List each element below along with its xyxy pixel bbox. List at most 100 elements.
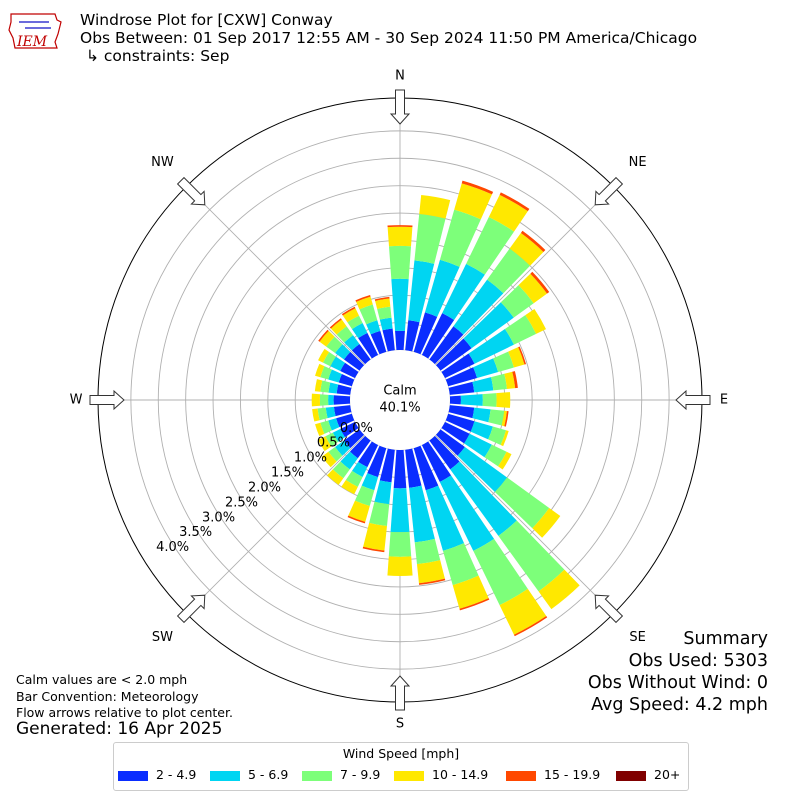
direction-arrow [594, 176, 624, 206]
direction-arrow [594, 594, 624, 624]
windrose-bar-segment [464, 433, 492, 458]
windrose-bar-segment [367, 445, 387, 478]
windrose-bar-segment [498, 520, 565, 592]
compass-label-n: N [395, 69, 405, 84]
windrose-bar-segment [472, 377, 494, 393]
legend-swatch [118, 770, 148, 781]
windrose-bar-segment [504, 315, 537, 345]
legend: Wind Speed [mph] 2 - 4.9 5 - 6.9 7 - 9.9… [113, 742, 689, 791]
windrose-bar-segment [496, 392, 511, 408]
windrose-bar-segment [330, 356, 345, 371]
chart-subtitle: Obs Between: 01 Sep 2017 12:55 AM - 30 S… [80, 29, 698, 47]
windrose-bar-segment [448, 381, 475, 395]
windrose-bar-segment [382, 328, 395, 352]
windrose-bar-segment [379, 317, 393, 331]
windrose-bar-segment [352, 461, 368, 478]
windrose-bar-segment [320, 366, 332, 380]
windrose-bar-segment [332, 429, 345, 442]
windrose-bar-segment [358, 441, 379, 468]
windrose-bar-segment [387, 226, 413, 247]
summary-obs-without-wind: Obs Without Wind: 0 [587, 673, 768, 693]
windrose-bar-segment [328, 446, 343, 462]
windrose-bar-segment [328, 382, 339, 394]
legend-label: 5 - 6.9 [248, 767, 289, 782]
windrose-bar-segment [416, 560, 445, 584]
windrose-bar-segment [359, 304, 378, 325]
windrose-bar-segment [413, 445, 439, 491]
windrose-bar-segment [328, 394, 334, 406]
windrose-bar-segment [374, 296, 390, 302]
windrose-bar-segment [328, 418, 340, 431]
windrose-bar-segment [333, 405, 352, 417]
windrose-bar-segment [441, 421, 470, 444]
windrose-bar-segment [425, 485, 465, 551]
svg-text:IEM: IEM [16, 34, 48, 50]
direction-arrow [176, 176, 206, 206]
windrose-bar-segment [315, 422, 325, 437]
windrose-bar-segment [457, 446, 508, 492]
direction-arrow [389, 675, 411, 711]
direction-arrow [675, 389, 711, 411]
windrose-bar-segment [439, 475, 495, 551]
windrose-bar-segment [335, 344, 351, 360]
windrose-bar-segment [325, 406, 336, 419]
flow-arrows-note: Flow arrows relative to plot center. [16, 705, 233, 720]
windrose-bar-segment [388, 245, 412, 280]
windrose-bar-segment [336, 326, 354, 343]
calm-label: Calm [383, 384, 416, 399]
direction-arrow [389, 89, 411, 125]
windrose-bar-segment [374, 480, 392, 505]
legend-item-5-6.9: 5 - 6.9 [210, 767, 288, 782]
windrose-bar-segment [454, 183, 492, 220]
windrose-bar-segment [473, 358, 499, 379]
windrose-bar-segment [487, 248, 531, 294]
windrose-bar-segment [470, 421, 493, 440]
windrose-bar-segment [318, 436, 332, 452]
windrose-bar-segment [466, 217, 515, 275]
windrose-bar-segment [405, 320, 420, 352]
windrose-bar-segment [333, 395, 351, 405]
windrose-bar-segment [442, 543, 479, 586]
windrose-bar-segment [395, 330, 405, 351]
windrose-bar-segment [488, 426, 507, 446]
windrose-bar-segment [429, 326, 464, 365]
windrose-bar-segment [463, 302, 514, 349]
windrose-bar-segment [445, 413, 475, 432]
windrose-bar-segment [320, 420, 332, 434]
windrose-bar-segment [356, 296, 373, 310]
compass-label-ne: NE [629, 155, 647, 170]
legend-item-10-14.9: 10 - 14.9 [394, 767, 488, 782]
legend-label: 10 - 14.9 [432, 767, 489, 782]
windrose-bar-segment [530, 271, 550, 294]
windrose-bar-segment [369, 501, 390, 527]
windrose-bar-segment [345, 470, 363, 487]
summary-avg-speed: Avg Speed: 4.2 mph [591, 695, 768, 715]
windrose-bar-segment [499, 192, 530, 212]
windrose-bar-segment [500, 430, 509, 447]
legend-item-20-plus: 20+ [616, 767, 680, 782]
windrose-bar-segment [424, 259, 460, 317]
windrose-bar-segment [442, 263, 485, 321]
windrose-bar-segment [340, 421, 359, 438]
windrose-bar-segment [499, 588, 547, 635]
windrose-bar-segment [490, 373, 507, 391]
radial-tick-label: 1.5% [271, 466, 304, 481]
radial-tick-label: 3.5% [179, 525, 212, 540]
windrose-bar-segment [518, 273, 548, 304]
windrose-bar-segment [408, 260, 435, 323]
chart-title: Windrose Plot for [CXW] Conway [80, 11, 333, 29]
windrose-bar-segment [322, 352, 336, 367]
legend-item-2-4.9: 2 - 4.9 [118, 767, 196, 782]
direction-arrow [176, 594, 206, 624]
legend-item-15-19.9: 15 - 19.9 [506, 767, 600, 782]
windrose-bar-segment [504, 371, 516, 389]
windrose-bar-segment [493, 351, 514, 373]
constraints-label: ↳ constraints: Sep [86, 47, 230, 65]
windrose-bar-segment [393, 449, 407, 489]
radial-tick-label: 2.0% [248, 480, 281, 495]
legend-label: 15 - 19.9 [544, 767, 601, 782]
windrose-bar-segment [441, 353, 475, 379]
calm-circle [350, 350, 450, 450]
grid-radial-line [186, 435, 365, 614]
windrose-bar-segment [498, 451, 512, 470]
